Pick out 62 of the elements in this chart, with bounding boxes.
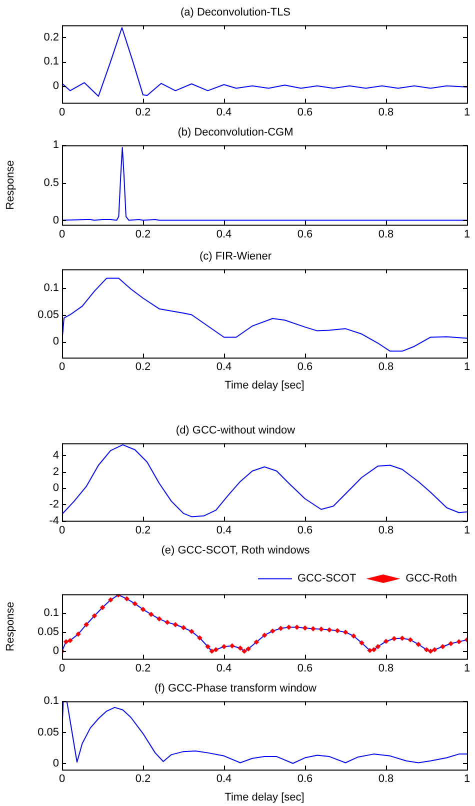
y-tick-label: 0.1 — [44, 282, 59, 294]
x-tick-label: 0.4 — [216, 773, 232, 786]
x-tick-label: 0.4 — [216, 228, 232, 240]
x-tick-label: 1 — [464, 106, 470, 118]
y-tick-label: 0 — [52, 757, 59, 770]
x-tick-label: 0.6 — [297, 361, 313, 374]
chart-title: (d) GCC-without window — [176, 424, 296, 437]
chart-title: (c) FIR-Wiener — [199, 250, 272, 263]
x-tick-label: 0.6 — [297, 662, 313, 674]
x-tick-label: 0.4 — [216, 524, 232, 536]
x-tick-label: 0.6 — [297, 773, 313, 786]
x-tick-label: 0.8 — [378, 662, 394, 674]
x-axis-title: Time delay [sec] — [224, 379, 304, 392]
y-tick-label: 0.1 — [44, 695, 59, 708]
x-tick-label: 0.8 — [378, 773, 394, 786]
y-tick-label: 0 — [52, 80, 59, 92]
chart-title: (b) Deconvolution-CGM — [178, 126, 294, 139]
y-axis-title: Response — [4, 602, 17, 652]
y-tick-label: -4 — [49, 514, 59, 527]
y-tick-label: 0.1 — [44, 607, 59, 620]
y-tick-label: 0.05 — [38, 726, 59, 738]
x-tick-label: 0.6 — [297, 524, 313, 536]
x-tick-label: 1 — [464, 228, 470, 240]
x-axis-title: Time delay [sec] — [224, 791, 304, 804]
x-tick-label: 1 — [464, 361, 470, 374]
y-tick-label: 0 — [52, 645, 59, 658]
x-tick-label: 0.8 — [378, 228, 394, 240]
y-tick-label: 0.5 — [44, 176, 59, 189]
y-tick-label: 0.1 — [44, 56, 59, 68]
y-tick-label: 2 — [52, 466, 59, 478]
x-tick-label: 0.8 — [378, 361, 394, 374]
y-tick-label: 4 — [52, 449, 59, 462]
x-tick-label: 0.2 — [135, 228, 151, 240]
y-tick-label: 0.05 — [38, 626, 59, 638]
x-tick-label: 0.4 — [216, 662, 232, 674]
chart-title: (e) GCC-SCOT, Roth windows — [161, 544, 310, 557]
x-tick-label: 0.6 — [297, 228, 313, 240]
x-tick-label: 1 — [464, 524, 470, 536]
x-tick-label: 1 — [464, 773, 470, 786]
y-tick-label: -2 — [49, 498, 59, 510]
x-tick-label: 0.4 — [216, 106, 232, 118]
x-tick-label: 0.2 — [135, 106, 151, 118]
x-tick-label: 0.6 — [297, 106, 313, 118]
x-tick-label: 0.4 — [216, 361, 232, 374]
legend-label: GCC-SCOT — [297, 572, 356, 585]
x-tick-label: 0.2 — [135, 361, 151, 374]
x-tick-label: 0.2 — [135, 524, 151, 536]
chart-title: (f) GCC-Phase transform window — [154, 682, 317, 695]
legend-label: GCC-Roth — [406, 572, 457, 585]
x-tick-label: 0.8 — [378, 524, 394, 536]
y-axis-title: Response — [4, 160, 17, 210]
x-tick-label: 1 — [464, 662, 470, 674]
y-tick-label: 0.2 — [44, 31, 59, 44]
y-tick-label: 0 — [52, 214, 59, 226]
y-tick-label: 1 — [52, 139, 59, 152]
chart-title: (a) Deconvolution-TLS — [180, 6, 291, 19]
x-tick-label: 0.2 — [135, 662, 151, 674]
y-tick-label: 0 — [52, 482, 59, 494]
y-tick-label: 0 — [52, 336, 59, 348]
x-tick-label: 0.2 — [135, 773, 151, 786]
y-tick-label: 0.05 — [38, 308, 59, 321]
x-tick-label: 0.8 — [378, 106, 394, 118]
